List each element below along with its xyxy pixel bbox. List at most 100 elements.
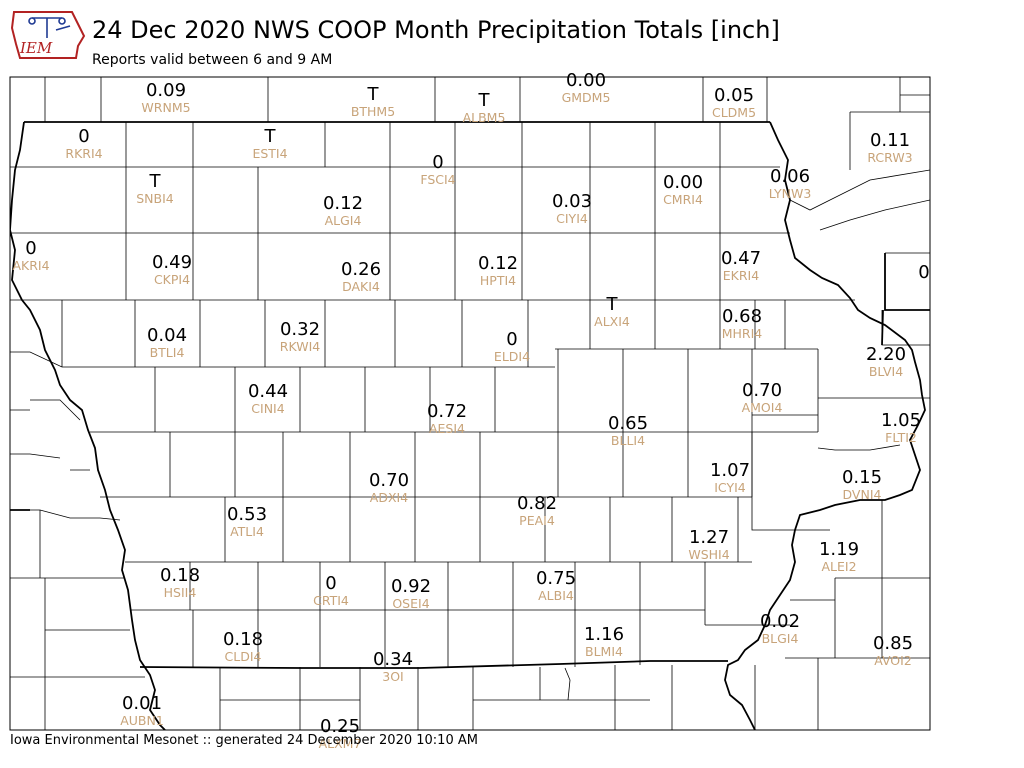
station-value: 0.02 (760, 611, 800, 632)
map-subtitle: Reports valid between 6 and 9 AM (92, 52, 333, 68)
station-id: EKRI4 (723, 268, 759, 283)
station-value: 0.65 (608, 413, 648, 434)
station-id: OSEI4 (392, 596, 429, 611)
station-id: BLLI4 (611, 433, 645, 448)
station-id: BLMI4 (585, 644, 623, 659)
station-id: CKPI4 (154, 272, 190, 287)
iem-logo: IEM (10, 11, 86, 59)
station-value: 0.34 (373, 649, 413, 670)
station-id: CMRI4 (663, 192, 703, 207)
logo-text: IEM (19, 39, 53, 57)
station-value: 0.12 (478, 253, 518, 274)
station-id: FSCI4 (420, 172, 455, 187)
station-value: 0.00 (663, 172, 703, 193)
station-id: RKRI4 (65, 146, 102, 161)
station-value: 0.09 (146, 80, 186, 101)
station-id: GMDM5 (562, 90, 611, 105)
station-value: 0 (432, 152, 443, 173)
station-id: ALXM7 (319, 736, 362, 751)
station-value: 0.18 (160, 565, 200, 586)
station-value: 1.05 (881, 410, 921, 431)
station-value: 0 (78, 126, 89, 147)
station-id: ALBM5 (463, 110, 506, 125)
station-id: ALGI4 (325, 213, 362, 228)
station-id: ELDI4 (494, 349, 530, 364)
station-id: ALBI4 (538, 588, 574, 603)
station-value: 0.04 (147, 325, 187, 346)
station-id: AVOI2 (874, 653, 912, 668)
weather-station-icon (28, 17, 71, 38)
station-value: 0.00 (566, 70, 606, 91)
station-id: ESTI4 (252, 146, 287, 161)
station-id: CLDM5 (712, 105, 756, 120)
station-id: DAKI4 (342, 279, 380, 294)
station-value: T (367, 84, 380, 105)
station-id: CRTI4 (313, 593, 349, 608)
station-value: 0 (25, 238, 36, 259)
station-value: 1.27 (689, 527, 729, 548)
map-frame (9, 76, 931, 731)
station-id: CLDI4 (225, 649, 262, 664)
station-value: 0.11 (870, 130, 910, 151)
station-value: T (264, 126, 277, 147)
iowa-outline-icon (10, 11, 86, 59)
station-id: 3OI (382, 669, 403, 684)
station-unlabeled: 0 (918, 262, 929, 283)
station-value: 0.44 (248, 381, 288, 402)
station-value: T (149, 171, 162, 192)
station-id: AESI4 (429, 421, 465, 436)
station-id: LYNW3 (769, 186, 812, 201)
station-value: 0 (918, 262, 929, 283)
station-id: WRNM5 (141, 100, 190, 115)
station-id: AUBN1 (120, 713, 164, 728)
station-id: CIYI4 (556, 211, 588, 226)
station-id: BTHM5 (351, 104, 395, 119)
station-id: WSHI4 (688, 547, 729, 562)
station-id: ICYI4 (714, 480, 746, 495)
station-id: SNBI4 (136, 191, 174, 206)
station-value: T (478, 90, 491, 111)
station-value: 0.06 (770, 166, 810, 187)
county-lines (10, 77, 930, 730)
station-value: 0.72 (427, 401, 467, 422)
station-id: ALXI4 (594, 314, 630, 329)
footer-credit: Iowa Environmental Mesonet :: generated … (10, 733, 478, 748)
station-id: DVNI4 (843, 487, 882, 502)
map-title: 24 Dec 2020 NWS COOP Month Precipitation… (92, 16, 780, 44)
station-value: 0.25 (320, 716, 360, 737)
station-id: MHRI4 (722, 326, 763, 341)
station-value: 0.32 (280, 319, 320, 340)
station-value: 0.15 (842, 467, 882, 488)
station-id: ATLI4 (230, 524, 264, 539)
